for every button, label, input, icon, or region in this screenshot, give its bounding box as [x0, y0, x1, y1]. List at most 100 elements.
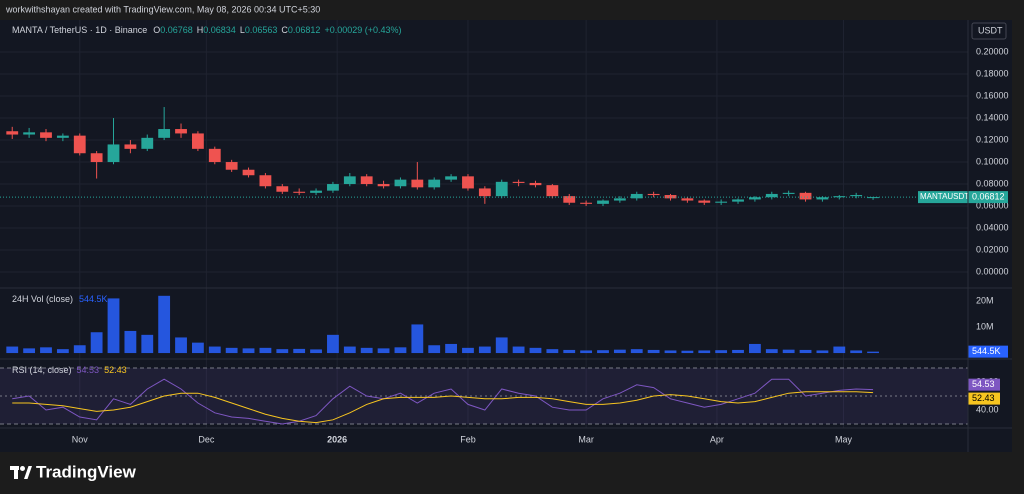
- legend-field-label: L: [240, 25, 245, 35]
- candle-body: [276, 186, 289, 192]
- volume-bar: [833, 346, 846, 354]
- volume-bar: [191, 342, 204, 354]
- candle-body: [225, 162, 238, 170]
- candle-body: [580, 202, 593, 204]
- charts: 0.00000 0.02000 0.04000 0.06000 0.08000 0.100…: [0, 20, 1012, 452]
- candle-body: [56, 135, 69, 138]
- volume-bar: [478, 346, 491, 354]
- y-tick-label: 0.10000: [976, 156, 1009, 166]
- volume-bar: [360, 347, 373, 354]
- volume-bar: [630, 349, 643, 354]
- candle-body: [90, 153, 103, 163]
- candle-body: [158, 129, 171, 138]
- candle-body: [23, 132, 36, 135]
- volume-bar: [327, 334, 339, 354]
- volume-bar: [765, 349, 778, 354]
- candle-body: [529, 182, 542, 186]
- volume-bar: [73, 345, 86, 354]
- candle-body: [360, 176, 373, 185]
- price-tag-bg: [968, 191, 1008, 204]
- volume-bar: [56, 349, 69, 354]
- x-tick-label: Mar: [578, 434, 594, 444]
- volume-bar: [748, 343, 761, 354]
- candle-body: [124, 144, 137, 149]
- volume-bar: [276, 349, 289, 354]
- candle-body: [512, 181, 525, 183]
- candle-body: [799, 192, 812, 200]
- y-tick-label: 0.06000: [976, 200, 1009, 210]
- value-tag-bg: [968, 392, 1000, 405]
- candle-body: [478, 188, 491, 197]
- volume-bar: [293, 348, 306, 354]
- legend-title: RSI (14, close): [12, 365, 72, 375]
- volume-bar: [175, 337, 187, 354]
- header-text: workwithshayan created with TradingView.…: [5, 4, 320, 14]
- volume-bar: [394, 347, 407, 354]
- legend-value: 544.5K: [79, 294, 108, 304]
- volume-bar: [850, 350, 863, 354]
- x-tick-label: 2026: [327, 434, 347, 444]
- candle-body: [175, 129, 187, 134]
- legend: RSI (14, close) 54.53 52.43: [12, 365, 127, 375]
- candle-body: [647, 193, 660, 196]
- volume-bar: [816, 350, 829, 354]
- volume-bar: [445, 343, 457, 354]
- candle-body: [782, 192, 795, 194]
- volume-bar: [242, 348, 255, 354]
- value-tag: 52.43: [972, 393, 995, 403]
- x-tick-label: May: [835, 434, 853, 444]
- candle-body: [748, 197, 761, 200]
- y-tick-label: 0.20000: [976, 46, 1009, 56]
- candle-body: [698, 200, 711, 203]
- volume-bar: [529, 347, 542, 354]
- candle-body: [259, 175, 272, 187]
- volume-bar: [6, 346, 19, 354]
- candle-body: [107, 144, 120, 163]
- volume-bar: [462, 347, 474, 354]
- volume-bar: [124, 330, 137, 354]
- candle-body: [293, 191, 306, 193]
- logo: [10, 466, 32, 479]
- volume-bar: [107, 298, 120, 354]
- candle-body: [546, 185, 559, 197]
- legend-value: 52.43: [104, 365, 127, 375]
- logo-part: [24, 466, 32, 479]
- legend-field-value: 0.06563: [245, 25, 278, 35]
- rsi-line: [12, 391, 874, 424]
- volume-bar: [225, 347, 238, 354]
- candle-body: [597, 200, 609, 204]
- value-tag-bg: [968, 378, 1000, 391]
- legend-field-label: H: [197, 25, 204, 35]
- volume-bar: [23, 348, 36, 354]
- candle-body: [664, 195, 677, 199]
- volume-bar: [799, 349, 812, 354]
- candle-body: [495, 181, 508, 197]
- y-tick-label: 40.00: [976, 404, 999, 414]
- x-tick-label: Apr: [710, 434, 724, 444]
- volume-bar: [597, 350, 609, 354]
- volume-bar: [647, 349, 660, 354]
- logo-part: [14, 466, 18, 479]
- value-tag: 544.5K: [972, 346, 1001, 356]
- legend-field-label: C: [281, 25, 288, 35]
- candle-body: [765, 193, 778, 198]
- x-tick-label: Nov: [72, 434, 89, 444]
- volume-bar: [867, 351, 879, 354]
- legend-change: +0.00029 (+0.43%): [324, 25, 401, 35]
- candle-body: [563, 196, 576, 203]
- candle-body: [850, 195, 863, 197]
- currency: USDT: [978, 25, 1003, 35]
- candle-body: [462, 176, 474, 189]
- candle-body: [191, 133, 204, 149]
- y-tick-label: 0.14000: [976, 112, 1009, 122]
- candle-body: [327, 184, 339, 191]
- volume-bar: [40, 347, 52, 354]
- candle-body: [141, 137, 154, 149]
- volume-bar: [141, 334, 154, 354]
- legend-field-label: O: [153, 25, 160, 35]
- value-tag-bg: [968, 345, 1008, 358]
- candle-body: [715, 201, 728, 203]
- candle-body: [394, 179, 407, 187]
- y-tick-label: 0.12000: [976, 134, 1009, 144]
